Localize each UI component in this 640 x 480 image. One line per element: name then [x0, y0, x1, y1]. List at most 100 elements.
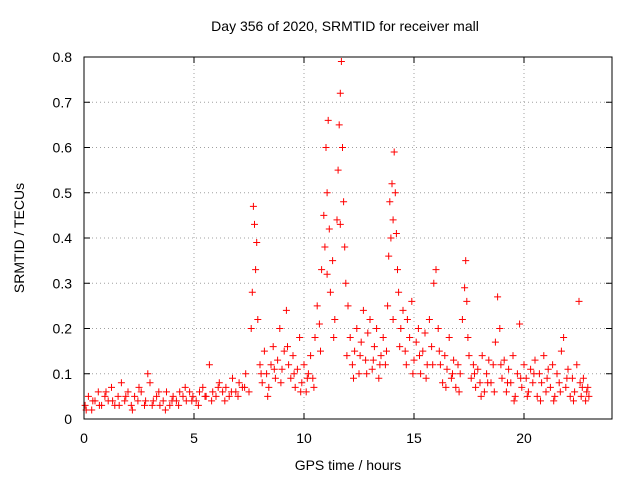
data-point	[219, 388, 227, 396]
data-point	[502, 388, 510, 396]
data-point	[280, 347, 288, 355]
data-point	[348, 361, 356, 369]
data-point	[258, 379, 266, 387]
data-point	[429, 361, 437, 369]
data-point	[163, 388, 170, 396]
chart-title: Day 356 of 2020, SRMTID for receiver mal…	[211, 18, 479, 34]
data-point	[476, 379, 484, 387]
data-point	[277, 379, 285, 387]
data-point	[379, 334, 387, 342]
data-point	[564, 365, 572, 373]
data-point	[334, 166, 342, 174]
data-point	[124, 388, 132, 396]
data-point	[249, 202, 257, 210]
y-axis-label: SRMTID / TECUs	[11, 183, 27, 293]
plot-frame	[83, 56, 613, 420]
data-point	[117, 379, 125, 387]
data-point	[449, 370, 456, 378]
data-point	[214, 383, 222, 391]
data-point	[484, 379, 492, 387]
data-point	[313, 302, 321, 310]
data-point	[472, 383, 480, 391]
data-point	[335, 121, 343, 129]
data-point	[478, 352, 486, 360]
data-point	[375, 374, 383, 382]
y-tick-label: 0.7	[53, 94, 73, 110]
data-point	[122, 392, 130, 400]
data-point	[108, 383, 115, 391]
data-point	[510, 397, 518, 405]
data-point	[336, 220, 344, 228]
data-point	[109, 397, 117, 405]
data-point	[168, 397, 176, 405]
data-point	[376, 361, 384, 369]
data-point	[215, 379, 223, 387]
data-point	[447, 374, 455, 382]
data-point	[353, 325, 361, 332]
data-point	[269, 343, 277, 351]
data-point	[293, 365, 301, 373]
data-point	[127, 401, 135, 409]
data-point	[497, 361, 505, 369]
data-point	[442, 383, 450, 391]
data-point	[337, 58, 345, 66]
data-point	[264, 392, 272, 400]
data-point	[310, 383, 318, 391]
data-point	[199, 383, 207, 391]
data-point	[394, 266, 401, 274]
data-point	[390, 148, 398, 156]
data-point	[135, 383, 143, 391]
data-points	[81, 58, 593, 414]
data-point	[101, 392, 109, 400]
data-point	[410, 356, 418, 364]
data-point	[563, 374, 571, 382]
data-point	[81, 401, 89, 409]
data-point	[225, 392, 233, 400]
data-point	[307, 352, 315, 360]
data-point	[402, 361, 410, 369]
data-point	[494, 293, 502, 301]
data-point	[114, 392, 122, 400]
data-point	[265, 383, 273, 391]
data-point	[570, 397, 577, 405]
data-point	[350, 374, 357, 382]
data-point	[389, 216, 397, 224]
data-point	[368, 365, 376, 373]
data-point	[414, 325, 422, 332]
data-point	[485, 356, 493, 364]
data-point	[194, 401, 202, 409]
data-point	[297, 388, 305, 396]
data-point	[209, 388, 217, 396]
data-point	[247, 325, 255, 332]
data-point	[530, 370, 538, 378]
data-point	[330, 334, 338, 342]
data-point	[498, 374, 506, 382]
data-point	[227, 388, 235, 396]
data-point	[323, 270, 331, 278]
data-point	[509, 352, 517, 360]
x-tick-label: 0	[80, 430, 88, 446]
data-point	[566, 392, 574, 400]
data-point	[491, 338, 499, 346]
data-point	[480, 388, 488, 396]
data-point	[504, 379, 511, 387]
data-point	[455, 388, 463, 396]
data-point	[546, 383, 554, 391]
data-point	[333, 216, 341, 224]
data-point	[340, 198, 348, 206]
data-point	[344, 302, 352, 310]
data-point	[556, 388, 564, 396]
data-point	[144, 370, 152, 378]
data-point	[179, 392, 187, 400]
y-tick-label: 0.1	[53, 366, 73, 382]
data-point	[142, 397, 150, 405]
data-point	[550, 397, 558, 405]
data-point	[325, 225, 333, 233]
data-point	[94, 388, 102, 396]
data-point	[576, 379, 584, 387]
data-point	[452, 383, 460, 391]
data-point	[406, 334, 414, 342]
data-point	[435, 347, 443, 355]
data-point	[329, 257, 337, 265]
data-point	[369, 356, 377, 364]
